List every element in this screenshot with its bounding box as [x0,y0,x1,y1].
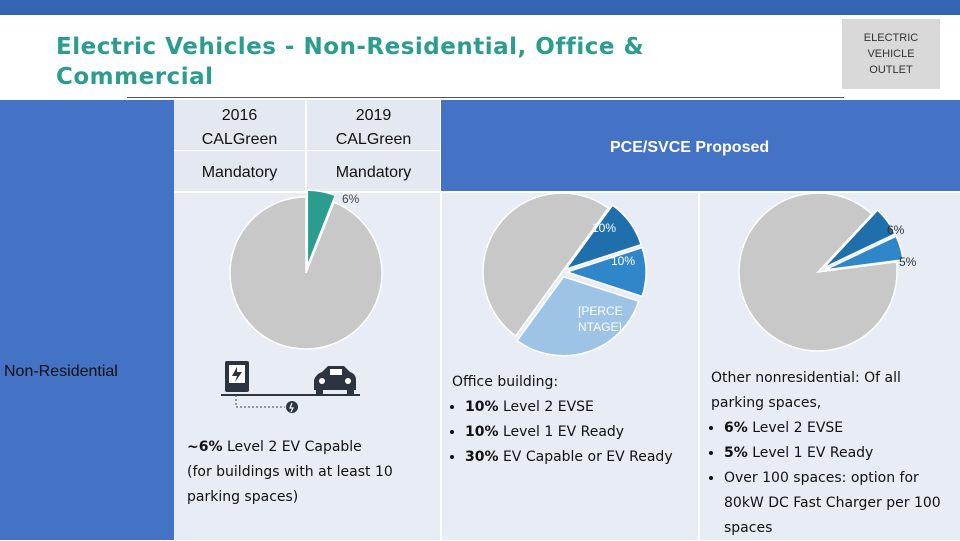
pie-chart-office [482,192,647,357]
proposed-header [441,100,960,191]
pie-slice [229,196,383,350]
proposed-header-label: PCE/SVCE Proposed [610,139,770,156]
ev-charging-illustration [221,361,360,413]
outlet-label-line-1: ELECTRIC [863,32,919,44]
ev-outlet-badge: ELECTRIC VEHICLE OUTLET [842,19,940,89]
pie-slice [738,192,898,352]
ev-charger-icon [225,361,249,392]
pie3-label-5: 5% [899,255,917,269]
pie-slice [482,192,610,337]
other-heading-1: Other nonresidential: Of all [711,370,901,386]
office-item: 30% EV Capable or EV Ready [465,445,697,470]
other-item: Over 100 spaces: option for 80kW DC Fast… [724,466,956,541]
office-description: Office building: 10% Level 2 EVSE 10% Le… [452,370,697,470]
pie-slice [306,189,337,267]
header-row-divider [174,150,440,151]
pie2-label-percentage-1: [PERCE [578,304,623,318]
page-title: Electric Vehicles - Non-Residential, Off… [56,32,756,92]
row-label-column [0,100,174,540]
col-2016-header [174,100,305,191]
row-label-non-residential: Non-Residential [4,363,118,380]
pie1-label-6: 6% [342,192,360,206]
outlet-label-line-2: VEHICLE [867,48,915,60]
other-item: 6% Level 2 EVSE [724,416,956,441]
outlet-label-line-3: OUTLET [869,64,913,76]
outlet-icon [286,401,298,413]
office-item: 10% Level 2 EVSE [465,395,697,420]
office-item: 10% Level 1 EV Ready [465,420,697,445]
col-2019-status: Mandatory [335,164,412,181]
pie-chart-2019 [229,189,383,350]
title-divider [127,97,844,98]
col-2019-description: ~6% Level 2 EV Capable (for buildings wi… [187,435,437,510]
pie-chart-other [738,192,904,352]
col-2016-year: 2016 [221,107,258,124]
other-item: 5% Level 1 EV Ready [724,441,956,466]
col-2019-code: CALGreen [335,131,412,148]
pie-slice [564,204,643,271]
pie2-label-10-a: 10% [592,221,616,235]
pie-slice [823,209,897,269]
col-2016-status: Mandatory [201,164,278,181]
title-line-2: Commercial [56,64,214,90]
title-line-1: Electric Vehicles - Non-Residential, Off… [56,34,645,60]
pie2-label-10-b: 10% [611,254,635,268]
office-heading: Office building: [452,374,559,390]
other-description: Other nonresidential: Of all parking spa… [711,366,956,541]
pie2-label-percentage-2: NTAGE] [578,320,622,334]
pie-slice [824,235,904,271]
car-icon [314,366,356,394]
col-2019-line2: (for buildings with at least 10 [187,464,393,480]
top-accent-bar [0,0,960,15]
col-2019-header [307,100,440,191]
pie-slice [564,246,647,298]
col-2019-percent: ~6% [187,439,223,455]
pie3-label-6: 6% [887,223,905,237]
other-heading-2: parking spaces, [711,395,822,411]
col-2019-line3: parking spaces) [187,489,299,505]
pie-slice [516,275,640,357]
col-2016-code: CALGreen [201,131,278,148]
col-2019-line1: Level 2 EV Capable [222,439,362,455]
col-2019-year: 2019 [355,107,392,124]
